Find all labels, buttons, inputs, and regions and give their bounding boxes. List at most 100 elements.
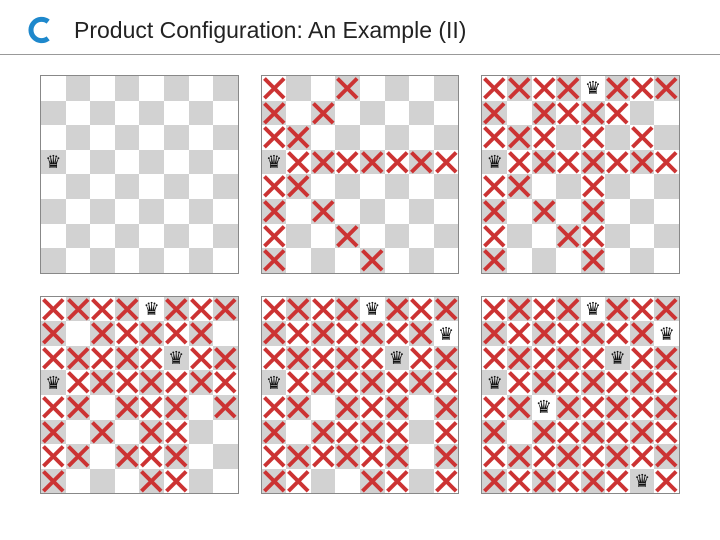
square	[311, 174, 336, 199]
x-mark-icon	[409, 346, 434, 371]
x-mark-icon	[335, 420, 360, 445]
square	[286, 321, 311, 346]
x-mark-icon	[139, 469, 164, 494]
square	[41, 174, 66, 199]
square	[556, 395, 581, 420]
x-mark-icon	[630, 444, 655, 469]
square	[66, 321, 91, 346]
square	[311, 101, 336, 126]
square	[164, 224, 189, 249]
square	[164, 248, 189, 273]
square	[605, 101, 630, 126]
chessboard-1: ♛	[40, 75, 239, 274]
square	[189, 248, 214, 273]
x-mark-icon	[556, 321, 581, 346]
square	[581, 469, 606, 494]
square	[90, 444, 115, 469]
square	[360, 224, 385, 249]
square	[556, 469, 581, 494]
square	[262, 248, 287, 273]
square	[654, 76, 679, 101]
square	[434, 346, 459, 371]
x-mark-icon	[189, 297, 214, 322]
square	[654, 469, 679, 494]
x-mark-icon	[581, 150, 606, 175]
x-mark-icon	[115, 297, 140, 322]
x-mark-icon	[605, 469, 630, 494]
square	[482, 248, 507, 273]
square	[189, 321, 214, 346]
square	[41, 76, 66, 101]
x-mark-icon	[286, 321, 311, 346]
square	[311, 224, 336, 249]
x-mark-icon	[630, 346, 655, 371]
square	[115, 469, 140, 494]
square	[90, 370, 115, 395]
queen-icon: ♛	[585, 300, 601, 318]
square	[507, 248, 532, 273]
x-mark-icon	[556, 370, 581, 395]
square: ♛	[164, 346, 189, 371]
square	[556, 346, 581, 371]
square	[335, 420, 360, 445]
square	[385, 76, 410, 101]
square	[434, 469, 459, 494]
square	[115, 101, 140, 126]
square	[311, 199, 336, 224]
square	[115, 297, 140, 322]
square	[164, 199, 189, 224]
x-mark-icon	[164, 469, 189, 494]
square	[532, 248, 557, 273]
x-mark-icon	[139, 395, 164, 420]
queen-icon: ♛	[487, 374, 503, 392]
square	[605, 321, 630, 346]
queen-icon: ♛	[609, 349, 625, 367]
square	[532, 174, 557, 199]
square	[630, 150, 655, 175]
square	[41, 395, 66, 420]
square	[654, 444, 679, 469]
square	[605, 420, 630, 445]
x-mark-icon	[139, 444, 164, 469]
x-mark-icon	[115, 346, 140, 371]
queen-icon: ♛	[144, 300, 160, 318]
square	[360, 248, 385, 273]
x-mark-icon	[286, 469, 311, 494]
square	[556, 199, 581, 224]
square	[385, 420, 410, 445]
square	[311, 420, 336, 445]
square	[164, 297, 189, 322]
square	[90, 420, 115, 445]
x-mark-icon	[482, 346, 507, 371]
square	[335, 346, 360, 371]
square	[66, 297, 91, 322]
x-mark-icon	[605, 444, 630, 469]
x-mark-icon	[507, 346, 532, 371]
square	[434, 199, 459, 224]
square	[605, 76, 630, 101]
square	[262, 444, 287, 469]
square	[360, 101, 385, 126]
x-mark-icon	[482, 199, 507, 224]
square	[213, 444, 238, 469]
square	[213, 101, 238, 126]
square	[41, 224, 66, 249]
square	[189, 150, 214, 175]
square	[189, 395, 214, 420]
x-mark-icon	[482, 469, 507, 494]
square	[507, 346, 532, 371]
square	[654, 150, 679, 175]
x-mark-icon	[164, 444, 189, 469]
square	[213, 297, 238, 322]
square	[286, 224, 311, 249]
square	[262, 420, 287, 445]
square	[335, 76, 360, 101]
square	[556, 174, 581, 199]
square: ♛	[605, 346, 630, 371]
x-mark-icon	[556, 76, 581, 101]
chessboard-4: ♛♛♛	[40, 296, 239, 495]
x-mark-icon	[532, 101, 557, 126]
square	[189, 420, 214, 445]
square	[532, 224, 557, 249]
x-mark-icon	[605, 76, 630, 101]
